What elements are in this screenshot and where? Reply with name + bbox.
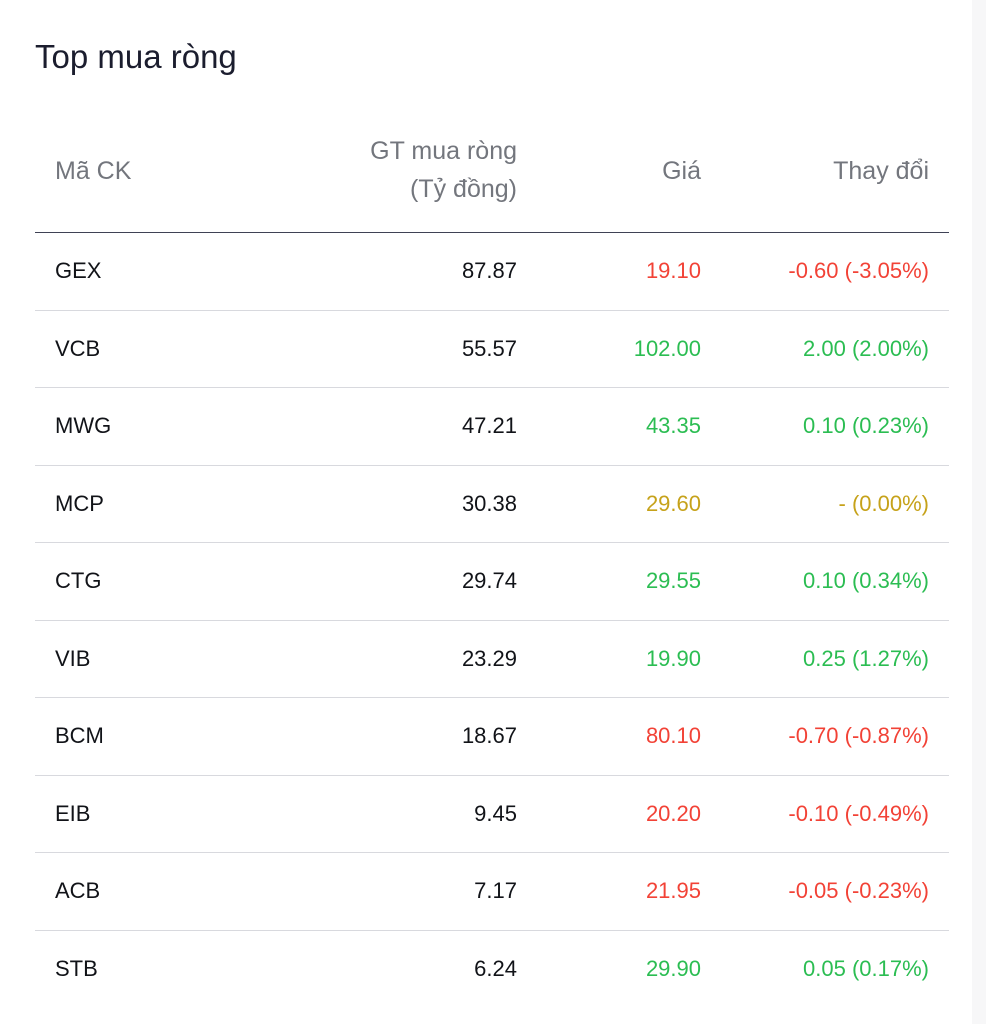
net-buy-value: 7.17: [474, 878, 517, 903]
price-change: -0.70 (-0.87%): [788, 723, 929, 748]
net-buy-value: 18.67: [461, 723, 517, 748]
table-row[interactable]: STB 6.24 29.90 0.05 (0.17%): [35, 931, 949, 1008]
column-header-code[interactable]: Mã CK: [55, 157, 132, 185]
table-row[interactable]: ACB 7.17 21.95 -0.05 (-0.23%): [35, 853, 949, 931]
stock-code[interactable]: ACB: [55, 878, 101, 903]
stock-price: 80.10: [645, 723, 701, 748]
stock-code[interactable]: VIB: [55, 645, 91, 671]
column-header-price[interactable]: Giá: [662, 157, 701, 185]
table-body: GEX 87.87 19.10 -0.60 (-3.05%) VCB 55.57 102.0…: [35, 233, 949, 1007]
table-row[interactable]: MCP 30.38 29.60 - (0.00%): [35, 466, 949, 543]
net-buy-value: 6.24: [474, 955, 517, 981]
table-row[interactable]: CTG 29.74 29.55 0.10 (0.34%): [35, 543, 949, 621]
stock-code[interactable]: VCB: [55, 335, 101, 361]
net-buy-value: 23.29: [461, 645, 517, 671]
stock-price: 43.35: [645, 413, 701, 438]
stock-code[interactable]: EIB: [55, 800, 91, 826]
stock-price: 29.55: [645, 568, 701, 593]
net-buy-value: 9.45: [474, 800, 517, 826]
price-change: -0.05 (-0.23%): [788, 878, 929, 903]
column-header-change[interactable]: Thay đổi: [833, 157, 929, 185]
table-row[interactable]: EIB 9.45 20.20 -0.10 (-0.49%): [35, 776, 949, 853]
stock-price: 102.00: [633, 335, 701, 361]
stock-code[interactable]: CTG: [55, 568, 102, 593]
table-row[interactable]: GEX 87.87 19.10 -0.60 (-3.05%): [35, 233, 949, 311]
stock-price: 20.20: [645, 800, 701, 826]
stock-code[interactable]: MCP: [55, 490, 104, 516]
column-header-net-value[interactable]: GT mua ròng (Tỷ đồng): [370, 132, 517, 208]
price-change: -0.60 (-3.05%): [788, 258, 929, 283]
net-buy-value: 55.57: [461, 335, 517, 361]
stock-code[interactable]: STB: [55, 955, 98, 981]
column-header-net-value-line2: (Tỷ đồng): [410, 175, 517, 203]
stock-price: 21.95: [645, 878, 701, 903]
stock-price: 29.90: [645, 955, 701, 981]
table-row[interactable]: VIB 23.29 19.90 0.25 (1.27%): [35, 621, 949, 698]
net-buy-value: 87.87: [461, 258, 517, 283]
net-buy-value: 47.21: [461, 413, 517, 438]
price-change: 0.05 (0.17%): [803, 955, 929, 981]
price-change: 0.10 (0.23%): [803, 413, 929, 438]
table-row[interactable]: BCM 18.67 80.10 -0.70 (-0.87%): [35, 698, 949, 776]
price-change: 0.10 (0.34%): [803, 568, 929, 593]
stock-price: 19.90: [645, 645, 701, 671]
table-row[interactable]: MWG 47.21 43.35 0.10 (0.23%): [35, 388, 949, 466]
price-change: 0.25 (1.27%): [803, 645, 929, 671]
stock-code[interactable]: GEX: [55, 258, 102, 283]
stock-price: 29.60: [645, 490, 701, 516]
scrollbar-track[interactable]: [972, 0, 986, 1024]
stock-code[interactable]: BCM: [55, 723, 104, 748]
price-change: 2.00 (2.00%): [803, 335, 929, 361]
panel-title: Top mua ròng: [35, 38, 237, 75]
net-buy-value: 30.38: [461, 490, 517, 516]
table-row[interactable]: VCB 55.57 102.00 2.00 (2.00%): [35, 311, 949, 388]
net-buy-value: 29.74: [461, 568, 517, 593]
table-header: Mã CK GT mua ròng (Tỷ đồng) Giá Thay đổi: [35, 130, 949, 233]
price-change: - (0.00%): [838, 490, 929, 516]
price-change: -0.10 (-0.49%): [788, 800, 929, 826]
stock-code[interactable]: MWG: [55, 413, 112, 438]
stock-price: 19.10: [645, 258, 701, 283]
column-header-net-value-line1: GT mua ròng: [370, 137, 517, 165]
